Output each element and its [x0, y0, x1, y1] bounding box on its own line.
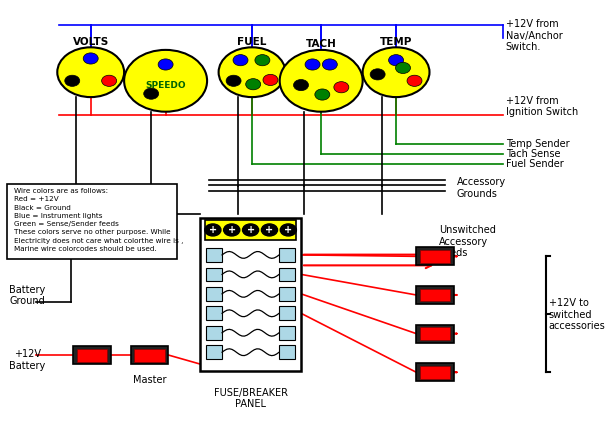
- Bar: [206, 326, 222, 340]
- Text: Accessory
Grounds: Accessory Grounds: [457, 177, 506, 199]
- Bar: [416, 324, 453, 343]
- Bar: [205, 220, 296, 240]
- Bar: [279, 287, 295, 301]
- Circle shape: [407, 75, 422, 86]
- Bar: [416, 363, 453, 381]
- Text: +: +: [266, 225, 274, 235]
- Circle shape: [255, 54, 270, 66]
- Text: Master: Master: [133, 375, 166, 385]
- Bar: [279, 326, 295, 340]
- Bar: [420, 250, 450, 263]
- Text: +12V from
Nav/Anchor
Switch.: +12V from Nav/Anchor Switch.: [506, 19, 562, 52]
- Circle shape: [205, 224, 221, 236]
- Circle shape: [242, 224, 259, 236]
- Bar: [77, 349, 108, 362]
- Circle shape: [315, 89, 330, 100]
- Text: +: +: [247, 225, 255, 235]
- Circle shape: [218, 48, 285, 97]
- Text: Unswitched
Accessory
Feeds: Unswitched Accessory Feeds: [439, 225, 496, 258]
- Bar: [135, 349, 165, 362]
- Bar: [200, 218, 301, 371]
- Bar: [73, 346, 111, 364]
- Circle shape: [389, 54, 403, 66]
- Bar: [420, 366, 450, 379]
- Circle shape: [144, 88, 159, 99]
- Circle shape: [245, 79, 261, 90]
- Circle shape: [395, 62, 411, 73]
- Circle shape: [334, 82, 349, 93]
- Bar: [131, 346, 168, 364]
- Text: TACH: TACH: [306, 39, 337, 49]
- Text: +: +: [228, 225, 236, 235]
- Text: Battery
Ground: Battery Ground: [9, 285, 45, 306]
- Circle shape: [65, 75, 80, 86]
- Bar: [279, 345, 295, 359]
- Circle shape: [233, 54, 248, 66]
- Circle shape: [223, 224, 240, 236]
- Bar: [279, 267, 295, 281]
- Circle shape: [261, 224, 277, 236]
- Bar: [206, 248, 222, 262]
- Bar: [206, 306, 222, 320]
- Circle shape: [280, 224, 296, 236]
- Text: +: +: [284, 225, 293, 235]
- Text: Fuel Sender: Fuel Sender: [506, 159, 563, 168]
- Circle shape: [370, 69, 385, 80]
- Text: Temp Sender: Temp Sender: [506, 139, 569, 149]
- Circle shape: [58, 48, 124, 97]
- Text: FUEL: FUEL: [237, 37, 267, 47]
- Text: +12V to
switched
accessories: +12V to switched accessories: [549, 298, 605, 331]
- Circle shape: [102, 75, 117, 86]
- Bar: [206, 287, 222, 301]
- Circle shape: [305, 59, 320, 70]
- Text: SPEEDO: SPEEDO: [145, 81, 186, 89]
- Text: FUSE/BREAKER
PANEL: FUSE/BREAKER PANEL: [214, 388, 288, 409]
- Bar: [420, 289, 450, 302]
- Circle shape: [294, 79, 308, 91]
- Text: TEMP: TEMP: [380, 37, 412, 47]
- Bar: [416, 248, 453, 265]
- Text: Tach Sense: Tach Sense: [506, 149, 560, 159]
- Text: +12V from
Ignition Switch: +12V from Ignition Switch: [506, 96, 578, 118]
- Text: +: +: [209, 225, 217, 235]
- Text: VOLTS: VOLTS: [73, 37, 109, 47]
- Circle shape: [158, 59, 173, 70]
- Bar: [206, 345, 222, 359]
- Bar: [279, 248, 295, 262]
- Bar: [206, 267, 222, 281]
- Circle shape: [363, 48, 430, 97]
- Text: +12V
Battery: +12V Battery: [9, 349, 45, 371]
- Bar: [416, 286, 453, 304]
- Circle shape: [226, 75, 241, 86]
- Bar: [420, 327, 450, 340]
- Bar: [279, 306, 295, 320]
- Circle shape: [124, 50, 207, 112]
- Bar: [7, 184, 177, 259]
- Circle shape: [83, 53, 98, 64]
- Circle shape: [280, 50, 363, 112]
- Circle shape: [323, 59, 337, 70]
- Text: Wire colors are as follows:
Red = +12V
Black = Ground
Blue = Instrument lights
G: Wire colors are as follows: Red = +12V B…: [14, 188, 184, 252]
- Circle shape: [263, 74, 278, 86]
